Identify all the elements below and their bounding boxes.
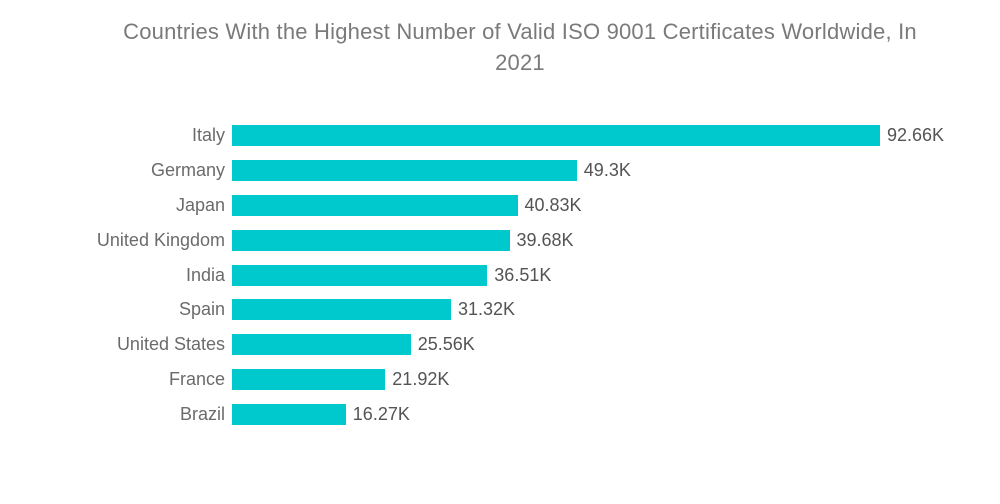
bar [232,124,880,146]
category-label: Germany [150,159,225,180]
value-label: 16.27K [352,404,410,425]
bar [232,264,488,286]
category-label: United States [116,334,225,355]
category-label: India [185,264,225,285]
category-label: Italy [191,124,225,145]
category-label: Japan [175,194,225,215]
chart-title: Countries With the Highest Number of Val… [0,16,1000,78]
bar [232,159,577,181]
bar-row-italy: Italy 92.66K [0,118,1000,153]
value-label: 40.83K [524,194,582,215]
value-label: 39.68K [516,229,574,250]
value-label: 36.51K [494,264,552,285]
value-label: 49.3K [583,159,631,180]
bar [232,299,451,321]
value-label: 25.56K [417,334,475,355]
bar-row-united-kingdom: United Kingdom 39.68K [0,223,1000,258]
category-label: Spain [178,299,225,320]
category-label: France [168,369,225,390]
bar-chart: Italy 92.66K Germany 49.3K Japan 40.83K … [0,118,1000,432]
chart-title-line-1: Countries With the Highest Number of Val… [123,19,917,44]
value-label: 21.92K [392,369,450,390]
bar-row-germany: Germany 49.3K [0,153,1000,188]
bar-row-brazil: Brazil 16.27K [0,397,1000,432]
chart-title-line-2: 2021 [495,50,545,75]
value-label: 31.32K [458,299,516,320]
bar-row-spain: Spain 31.32K [0,292,1000,327]
bar [232,194,518,216]
bar-row-japan: Japan 40.83K [0,188,1000,223]
bar [232,404,346,426]
bar-row-india: India 36.51K [0,258,1000,293]
bar-row-france: France 21.92K [0,362,1000,397]
bar [232,369,386,391]
value-label: 92.66K [887,124,945,145]
bar [232,229,510,251]
category-label: United Kingdom [96,229,225,250]
bar [232,334,411,356]
bar-row-united-states: United States 25.56K [0,327,1000,362]
category-label: Brazil [179,404,225,425]
